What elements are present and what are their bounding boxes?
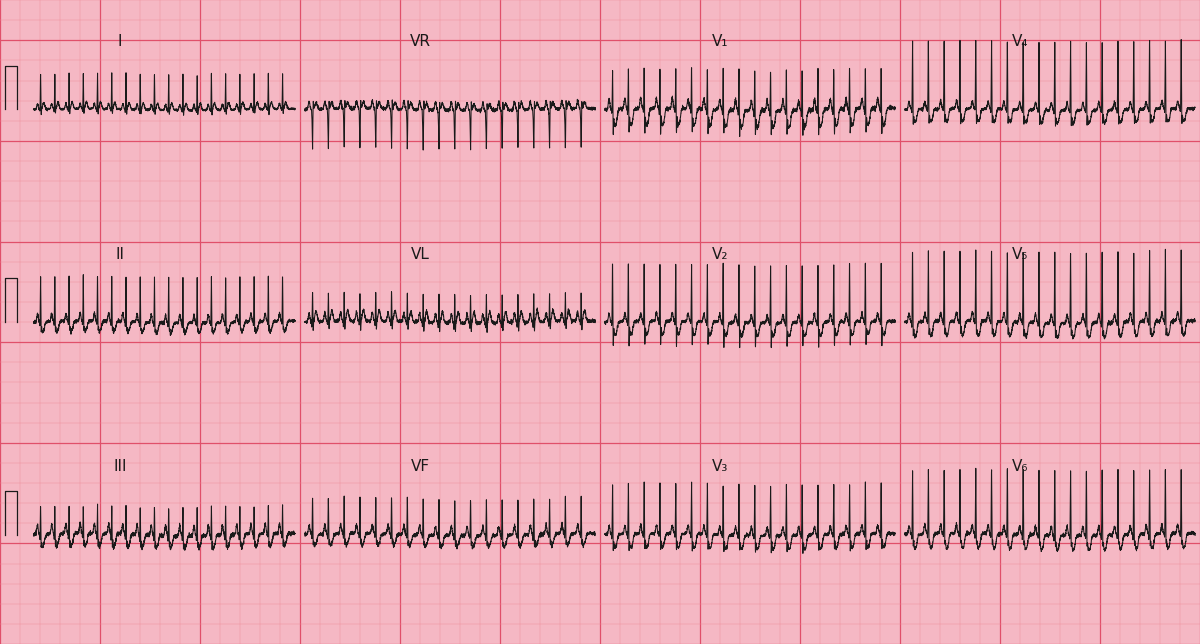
Text: III: III — [113, 459, 127, 475]
Text: II: II — [115, 247, 125, 262]
Text: V₅: V₅ — [1012, 247, 1028, 262]
Text: V₃: V₃ — [712, 459, 728, 475]
Text: V₆: V₆ — [1012, 459, 1028, 475]
Text: V₂: V₂ — [712, 247, 728, 262]
Text: V₁: V₁ — [712, 34, 728, 50]
Text: I: I — [118, 34, 122, 50]
Text: VF: VF — [410, 459, 430, 475]
Text: VR: VR — [409, 34, 431, 50]
Text: V₄: V₄ — [1012, 34, 1028, 50]
Text: VL: VL — [410, 247, 430, 262]
